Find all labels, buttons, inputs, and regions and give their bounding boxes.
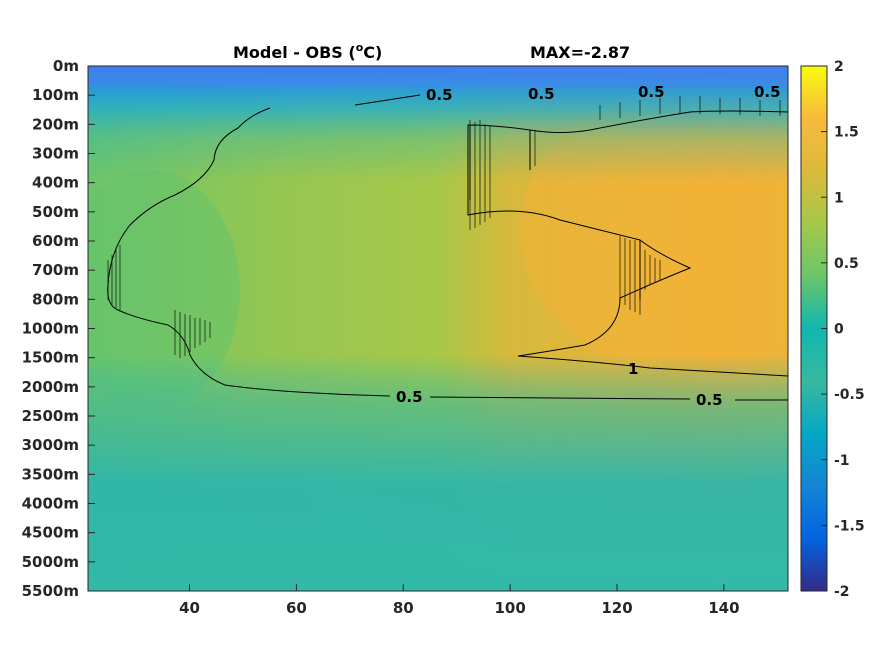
contour-label-5: 0.5 <box>396 388 423 406</box>
chart-title: Model - OBS (oC) <box>233 41 382 62</box>
title-unit: C) <box>363 43 382 62</box>
title-main: Model - OBS ( <box>233 43 356 62</box>
y-tick-label-7: 700m <box>32 261 79 279</box>
hatch-east <box>469 96 781 315</box>
colorbar-tick-label-7: -1.5 <box>834 518 865 534</box>
colorbar-tick-label-8: -2 <box>834 584 850 600</box>
surface-noise <box>88 66 788 88</box>
colorbar-tick-label-4: 0 <box>834 322 844 338</box>
y-tick-label-3: 300m <box>32 145 79 163</box>
y-tick-label-14: 3500m <box>22 465 79 483</box>
y-tick-label-10: 1500m <box>22 349 79 367</box>
y-axis: 0m 100m 200m 300m 400m 500m 600m 700m 800m 1000m 1… <box>22 57 95 600</box>
y-tick-label-12: 2500m <box>22 407 79 425</box>
y-tick-label-6: 600m <box>32 232 79 250</box>
field-layer: 0.5 0.5 0.5 0.5 0.5 0.5 1 <box>88 66 788 591</box>
y-tick-label-1: 100m <box>32 86 79 104</box>
x-tick-label-2: 80 <box>393 599 414 617</box>
x-tick-label-3: 100 <box>494 599 525 617</box>
contour-label-4: 0.5 <box>754 83 781 101</box>
y-tick-label-5: 500m <box>32 203 79 221</box>
colorbar-tick-label-2: 1 <box>834 190 844 206</box>
x-axis: 40 60 80 100 120 140 <box>179 584 740 617</box>
x-tick-label-0: 40 <box>179 599 200 617</box>
y-tick-label-13: 3000m <box>22 436 79 454</box>
y-tick-label-9: 1000m <box>22 320 79 338</box>
y-tick-label-16: 4500m <box>22 524 79 542</box>
y-tick-label-18: 5500m <box>22 582 79 600</box>
contour-label-7: 1 <box>628 360 638 378</box>
contour-label-1: 0.5 <box>426 86 453 104</box>
hatched-bands <box>107 96 781 358</box>
colorbar-tick-label-0: 2 <box>834 59 844 75</box>
y-tick-label-15: 4000m <box>22 495 79 513</box>
surface-layer <box>88 66 788 591</box>
colorbar-tick-label-1: 1.5 <box>834 125 859 141</box>
contour-label-2: 0.5 <box>528 85 555 103</box>
colorbar-tick-label-6: -1 <box>834 453 850 469</box>
colorbar-ticks: 2 1.5 1 0.5 0 -0.5 -1 -1.5 -2 <box>821 59 865 600</box>
x-tick-label-4: 120 <box>601 599 632 617</box>
x-tick-label-1: 60 <box>286 599 307 617</box>
y-tick-label-0: 0m <box>53 57 79 75</box>
y-tick-label-8: 800m <box>32 290 79 308</box>
title-superscript: o <box>356 41 364 54</box>
colorbar-tick-label-3: 0.5 <box>834 256 859 272</box>
hatch-west <box>107 245 211 358</box>
colorbar-tick-label-5: -0.5 <box>834 387 865 403</box>
y-tick-label-4: 400m <box>32 174 79 192</box>
y-tick-label-17: 5000m <box>22 553 79 571</box>
contour-label-6: 0.5 <box>696 391 723 409</box>
y-tick-label-11: 2000m <box>22 378 79 396</box>
contour-label-3: 0.5 <box>638 83 665 101</box>
max-annotation: MAX=-2.87 <box>530 43 630 62</box>
x-tick-label-5: 140 <box>708 599 739 617</box>
y-tick-label-2: 200m <box>32 115 79 133</box>
